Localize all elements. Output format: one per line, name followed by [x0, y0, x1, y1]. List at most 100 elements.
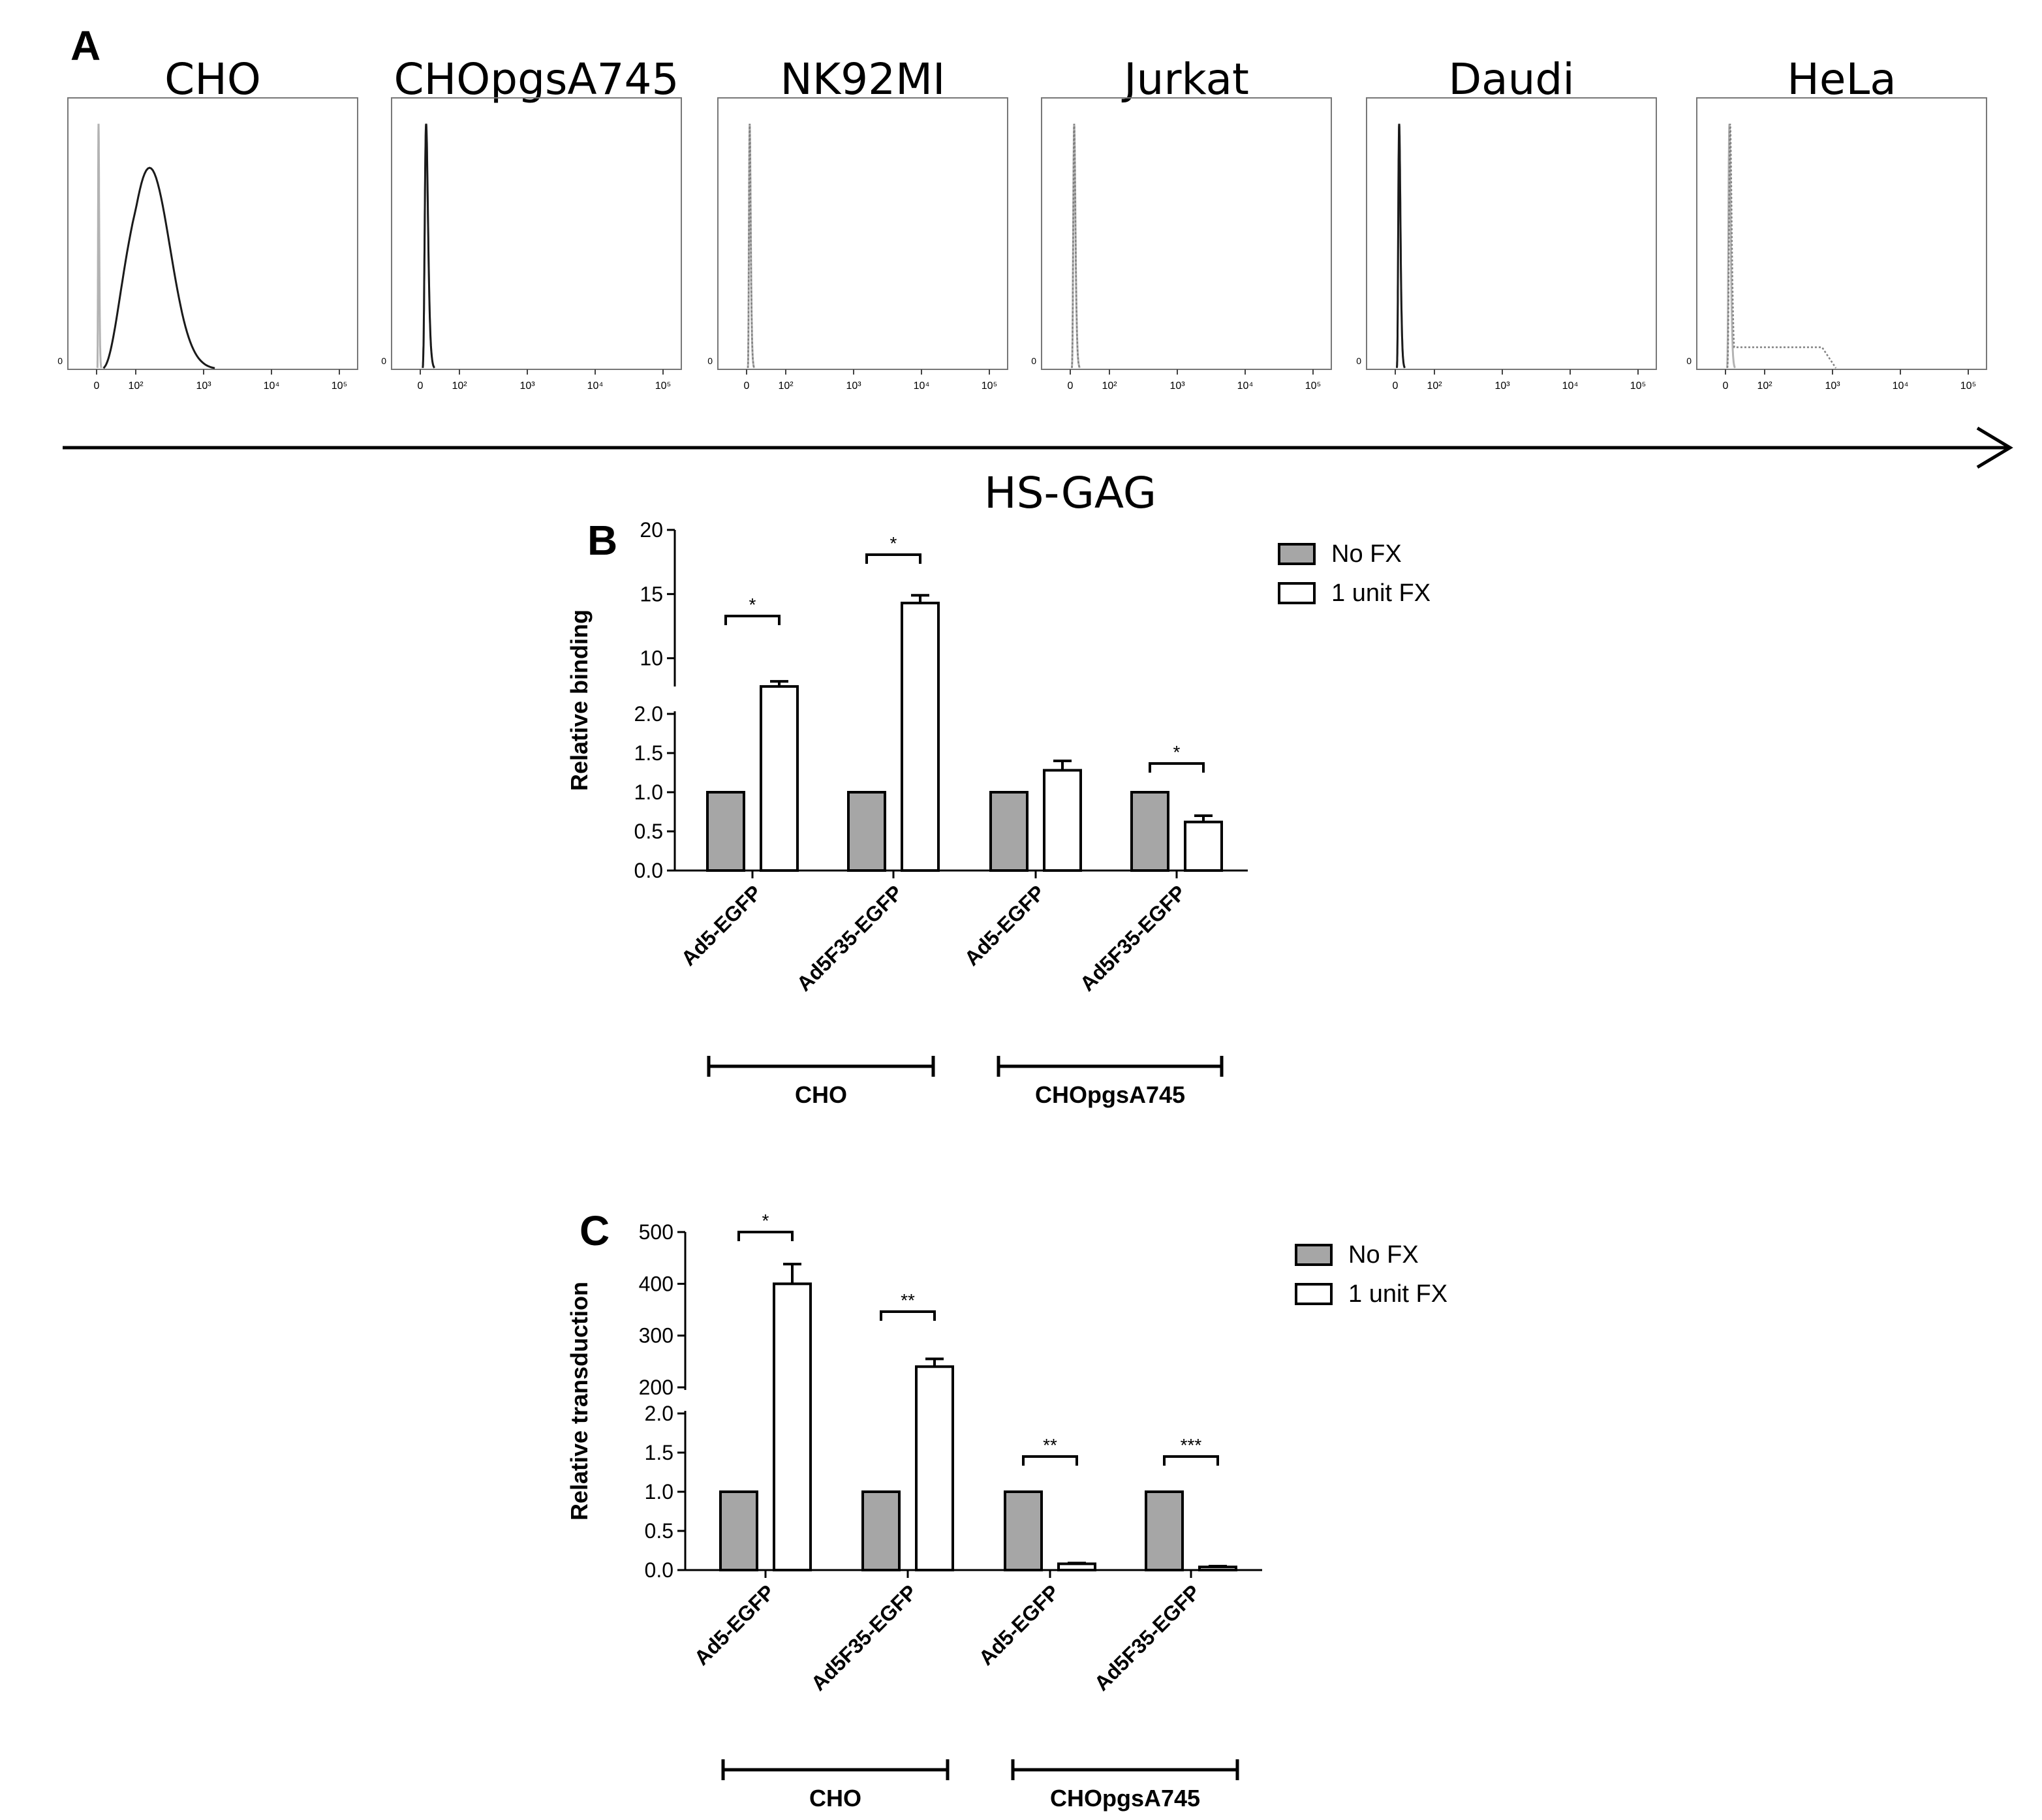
stained-histogram — [1726, 123, 1837, 369]
legend-swatch — [1278, 582, 1316, 604]
legend-label: 1 unit FX — [1348, 1280, 1447, 1308]
x-tick-label: 10² — [128, 380, 144, 392]
y-tick-label: 0.5 — [634, 820, 663, 843]
x-tick-label: 10⁵ — [982, 380, 997, 392]
panel-b: B 0.0 0.5 1.0 1.5 2.0 10 15 20 Relative binding A… — [566, 517, 1431, 1108]
group-label: CHOpgsA745 — [1050, 1785, 1200, 1812]
group-label: CHO — [795, 1081, 847, 1108]
x-tick-label: 0 — [744, 380, 750, 392]
x-tick-label: 10⁴ — [587, 380, 604, 392]
category-label: Ad5F35-EGFP — [1075, 880, 1190, 995]
x-tick-label: 10⁴ — [1893, 380, 1909, 392]
histogram-cell: Daudi 0 0 10² 10³ 10⁴ 10⁵ — [1356, 54, 1657, 392]
bar-1-unit-fx — [901, 602, 940, 872]
x-tick-label: 10² — [778, 380, 794, 392]
y-tick-label: 0.0 — [645, 1558, 673, 1582]
bar-1-unit-fx — [773, 1282, 812, 1572]
significance-bracket — [880, 1310, 936, 1321]
group-label: CHOpgsA745 — [1035, 1081, 1185, 1108]
x-tick-label: 0 — [1393, 380, 1399, 392]
stained-histogram — [747, 123, 755, 369]
panel-a: A CHO 0 0 10² 10³ 10⁴ 10⁵ CHOpgsA745 0 0 10² 10³ 10⁴… — [57, 22, 2013, 518]
bar-1-unit-fx — [760, 685, 799, 872]
legend-swatch — [1278, 543, 1316, 565]
x-tick-label: 10⁴ — [914, 380, 930, 392]
panel-c-letter: C — [580, 1207, 610, 1254]
stained-histogram — [102, 166, 215, 369]
bar-no-fx — [1004, 1490, 1043, 1571]
control-histogram — [96, 123, 102, 369]
histogram-frame — [1696, 97, 1987, 370]
x-tick-label: 10² — [1102, 380, 1117, 392]
significance-stars: ** — [1043, 1435, 1057, 1455]
x-tick-label: 0 — [418, 380, 424, 392]
significance-bracket — [737, 1231, 794, 1241]
bar-no-fx — [847, 791, 886, 872]
x-tick-label: 10² — [1757, 380, 1772, 392]
x-tick-label: 10³ — [519, 380, 535, 392]
histogram-frame — [1366, 97, 1657, 370]
group-label: CHO — [809, 1785, 861, 1812]
bar-no-fx — [706, 791, 745, 872]
x-tick-label: 0 — [1723, 380, 1729, 392]
y-zero-label: 0 — [1031, 356, 1036, 366]
stained-histogram — [1396, 123, 1406, 369]
x-tick-label: 10² — [452, 380, 467, 392]
significance-stars: * — [762, 1211, 769, 1231]
y-axis-title: Relative transduction — [566, 1282, 593, 1520]
bar-no-fx — [719, 1490, 758, 1571]
x-tick-label: 0 — [94, 380, 100, 392]
bar-1-unit-fx — [1057, 1562, 1096, 1571]
hs-gag-axis-label: HS-GAG — [984, 468, 1156, 518]
significance-bracket — [865, 553, 921, 564]
category-label: Ad5-EGFP — [677, 880, 766, 970]
histogram-row: CHO 0 0 10² 10³ 10⁴ 10⁵ CHOpgsA745 0 0 10² 10³ 10⁴ 10… — [57, 54, 1987, 392]
significance-stars: *** — [1181, 1435, 1202, 1455]
bar-no-fx — [1145, 1490, 1184, 1571]
significance-bracket — [1149, 762, 1205, 773]
histogram-frame — [67, 97, 358, 370]
significance-stars: * — [1173, 742, 1181, 762]
x-tick-label: 10⁴ — [264, 380, 280, 392]
histogram-cell: HeLa 0 0 10² 10³ 10⁴ 10⁵ — [1686, 54, 1987, 392]
x-tick-label: 10⁵ — [1305, 380, 1321, 392]
x-tick-label: 10⁵ — [1960, 380, 1976, 392]
histogram-frame — [391, 97, 682, 370]
significance-stars: * — [890, 533, 897, 553]
y-zero-label: 0 — [707, 356, 713, 366]
x-tick-label: 10⁴ — [1237, 380, 1254, 392]
y-zero-label: 0 — [381, 356, 386, 366]
y-tick-label: 20 — [640, 518, 663, 542]
category-label: Ad5-EGFP — [690, 1580, 779, 1669]
legend-label: No FX — [1348, 1241, 1419, 1269]
significance-stars: * — [749, 594, 756, 615]
y-tick-label: 400 — [639, 1272, 673, 1295]
legend-label: No FX — [1331, 540, 1402, 568]
legend-swatch — [1295, 1283, 1333, 1305]
stained-histogram — [1071, 123, 1081, 369]
y-tick-label: 2.0 — [645, 1402, 673, 1425]
significance-stars: ** — [901, 1290, 915, 1310]
y-tick-label: 200 — [639, 1376, 673, 1399]
x-tick-label: 10³ — [846, 380, 861, 392]
legend-swatch — [1295, 1244, 1333, 1266]
histogram-title: Daudi — [1448, 54, 1574, 104]
panel-c: C 0.0 0.5 1.0 1.5 2.0 200 300 400 500 Relative tr… — [566, 1207, 1447, 1812]
panel-a-letter: A — [70, 22, 101, 69]
y-tick-label: 10 — [640, 647, 663, 670]
y-tick-label: 300 — [639, 1324, 673, 1348]
y-axis-title: Relative binding — [566, 609, 593, 791]
y-tick-label: 2.0 — [634, 702, 663, 726]
y-zero-label: 0 — [1356, 356, 1361, 366]
panel-b-letter: B — [587, 517, 617, 564]
x-tick-label: 10⁴ — [1562, 380, 1579, 392]
bar-no-fx — [861, 1490, 901, 1571]
x-tick-label: 10⁵ — [1630, 380, 1646, 392]
legend-label: 1 unit FX — [1331, 579, 1431, 607]
x-tick-label: 10⁵ — [655, 380, 671, 392]
x-tick-label: 10³ — [1825, 380, 1840, 392]
bar-no-fx — [989, 791, 1029, 872]
x-tick-label: 10³ — [196, 380, 211, 392]
y-tick-label: 500 — [639, 1220, 673, 1244]
